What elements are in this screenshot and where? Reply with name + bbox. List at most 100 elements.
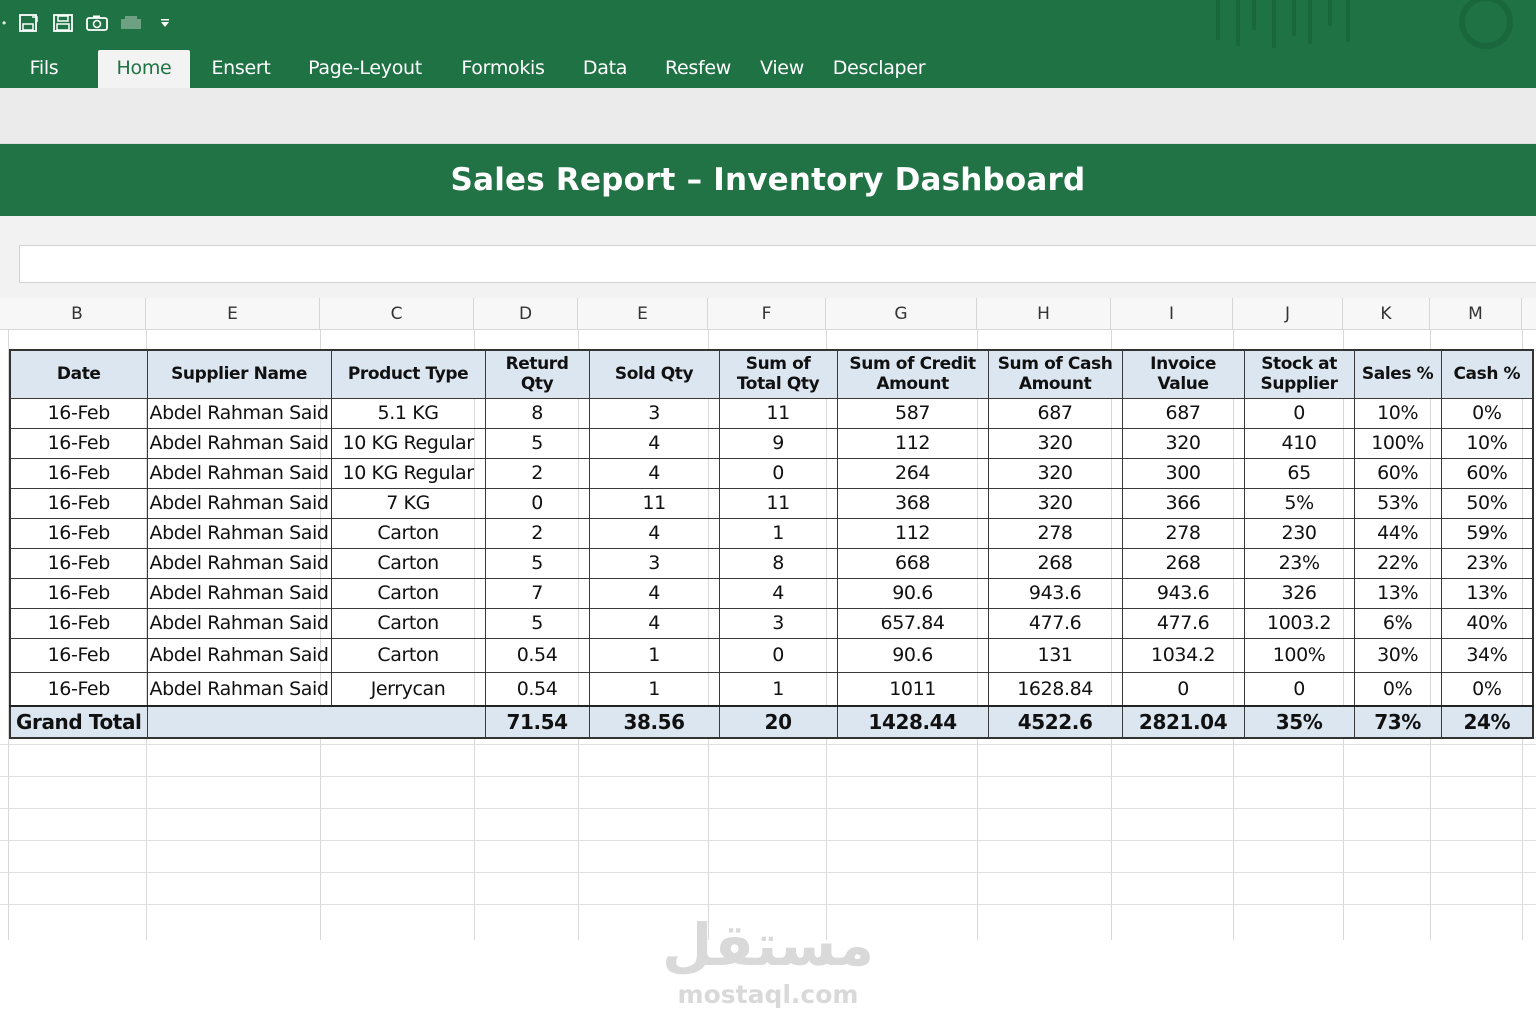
table-cell[interactable]: 0 xyxy=(1243,397,1355,429)
table-cell[interactable]: 23% xyxy=(1243,547,1355,579)
table-cell[interactable]: Carton xyxy=(330,577,486,609)
table-cell[interactable]: 50% xyxy=(1440,487,1534,519)
print-icon[interactable] xyxy=(120,13,142,33)
table-cell[interactable]: 2 xyxy=(484,457,590,489)
table-cell[interactable]: 5 xyxy=(484,427,590,459)
tab-page-layout[interactable]: Page-Leyout xyxy=(308,57,422,79)
grand-total-cell[interactable]: 71.54 xyxy=(484,705,590,739)
table-cell[interactable]: 4 xyxy=(588,457,720,489)
table-cell[interactable]: 100% xyxy=(1243,637,1355,673)
table-cell[interactable]: 0.54 xyxy=(484,637,590,673)
table-cell[interactable]: 16-Feb xyxy=(9,517,148,549)
table-cell[interactable]: 5% xyxy=(1243,487,1355,519)
column-header[interactable]: I xyxy=(1111,298,1233,330)
table-cell[interactable]: Abdel Rahman Said xyxy=(146,671,332,707)
table-cell[interactable]: 278 xyxy=(987,517,1123,549)
column-header[interactable]: E xyxy=(146,298,320,330)
column-header[interactable]: B xyxy=(9,298,146,330)
header-invoice-value[interactable]: Invoice Value xyxy=(1121,349,1245,399)
table-cell[interactable]: 0.54 xyxy=(484,671,590,707)
table-cell[interactable]: 112 xyxy=(836,517,989,549)
table-cell[interactable]: 1011 xyxy=(836,671,989,707)
table-cell[interactable]: 264 xyxy=(836,457,989,489)
header-sum-total-qty[interactable]: Sum of Total Qty xyxy=(718,349,838,399)
table-cell[interactable]: Jerrycan xyxy=(330,671,486,707)
table-cell[interactable]: 366 xyxy=(1121,487,1245,519)
table-cell[interactable]: 11 xyxy=(588,487,720,519)
table-cell[interactable]: 5 xyxy=(484,607,590,639)
column-header[interactable]: F xyxy=(708,298,826,330)
table-cell[interactable]: 320 xyxy=(987,487,1123,519)
table-cell[interactable]: 59% xyxy=(1440,517,1534,549)
table-cell[interactable]: 22% xyxy=(1353,547,1442,579)
table-cell[interactable]: 1034.2 xyxy=(1121,637,1245,673)
table-cell[interactable]: 16-Feb xyxy=(9,457,148,489)
grand-total-cell[interactable]: 38.56 xyxy=(588,705,720,739)
table-cell[interactable]: 5 xyxy=(484,547,590,579)
table-cell[interactable]: 13% xyxy=(1440,577,1534,609)
table-cell[interactable]: 34% xyxy=(1440,637,1534,673)
table-cell[interactable]: 60% xyxy=(1353,457,1442,489)
save-icon[interactable] xyxy=(52,13,74,33)
table-cell[interactable]: 7 xyxy=(484,577,590,609)
header-sales-percent[interactable]: Sales % xyxy=(1353,349,1442,399)
table-cell[interactable]: 60% xyxy=(1440,457,1534,489)
customize-dropdown-icon[interactable] xyxy=(154,13,176,33)
table-cell[interactable]: 1628.84 xyxy=(987,671,1123,707)
table-cell[interactable]: 0% xyxy=(1440,397,1534,429)
tab-review[interactable]: Resfew xyxy=(664,57,732,79)
table-cell[interactable]: 16-Feb xyxy=(9,607,148,639)
table-cell[interactable]: 16-Feb xyxy=(9,577,148,609)
column-header[interactable]: H xyxy=(977,298,1111,330)
tab-home[interactable]: Home xyxy=(98,50,190,88)
header-cash-percent[interactable]: Cash % xyxy=(1440,349,1534,399)
tab-data[interactable]: Data xyxy=(582,57,628,79)
grand-total-cell[interactable]: 35% xyxy=(1243,705,1355,739)
table-cell[interactable]: 30% xyxy=(1353,637,1442,673)
table-cell[interactable]: 657.84 xyxy=(836,607,989,639)
column-header[interactable]: G xyxy=(826,298,977,330)
table-cell[interactable]: Abdel Rahman Said xyxy=(146,637,332,673)
grand-total-blank-cell[interactable] xyxy=(146,705,486,739)
table-cell[interactable]: 687 xyxy=(1121,397,1245,429)
grand-total-cell[interactable]: 2821.04 xyxy=(1121,705,1245,739)
table-cell[interactable]: 4 xyxy=(588,607,720,639)
table-cell[interactable]: 4 xyxy=(588,427,720,459)
table-cell[interactable]: 4 xyxy=(588,577,720,609)
table-cell[interactable]: 90.6 xyxy=(836,637,989,673)
column-header[interactable]: E xyxy=(578,298,708,330)
table-cell[interactable]: 587 xyxy=(836,397,989,429)
grand-total-cell[interactable]: 73% xyxy=(1353,705,1442,739)
table-cell[interactable]: 3 xyxy=(588,397,720,429)
table-cell[interactable]: Carton xyxy=(330,637,486,673)
table-cell[interactable]: 320 xyxy=(987,457,1123,489)
table-cell[interactable]: 90.6 xyxy=(836,577,989,609)
table-cell[interactable]: 4 xyxy=(718,577,838,609)
table-cell[interactable]: 131 xyxy=(987,637,1123,673)
grand-total-label[interactable]: Grand Total xyxy=(9,705,148,739)
table-cell[interactable]: 477.6 xyxy=(987,607,1123,639)
table-cell[interactable]: 8 xyxy=(484,397,590,429)
table-cell[interactable]: 10% xyxy=(1440,427,1534,459)
column-header[interactable]: M xyxy=(1430,298,1522,330)
table-cell[interactable]: 268 xyxy=(1121,547,1245,579)
table-cell[interactable]: Abdel Rahman Said xyxy=(146,517,332,549)
column-header[interactable]: K xyxy=(1343,298,1430,330)
tab-file[interactable]: Fils xyxy=(29,57,59,79)
table-cell[interactable]: 1003.2 xyxy=(1243,607,1355,639)
table-cell[interactable]: 0 xyxy=(718,457,838,489)
table-cell[interactable]: 11 xyxy=(718,487,838,519)
grand-total-cell[interactable]: 20 xyxy=(718,705,838,739)
table-cell[interactable]: 40% xyxy=(1440,607,1534,639)
table-cell[interactable]: 0 xyxy=(484,487,590,519)
tab-view[interactable]: View xyxy=(760,57,804,79)
save-as-icon[interactable] xyxy=(18,13,40,33)
column-header[interactable]: C xyxy=(320,298,474,330)
header-stock-at-supplier[interactable]: Stock at Supplier xyxy=(1243,349,1355,399)
tab-formulas[interactable]: Formokis xyxy=(461,57,545,79)
table-cell[interactable]: 0 xyxy=(1121,671,1245,707)
table-cell[interactable]: 230 xyxy=(1243,517,1355,549)
table-cell[interactable]: 65 xyxy=(1243,457,1355,489)
table-cell[interactable]: 4 xyxy=(588,517,720,549)
camera-icon[interactable] xyxy=(86,13,109,33)
